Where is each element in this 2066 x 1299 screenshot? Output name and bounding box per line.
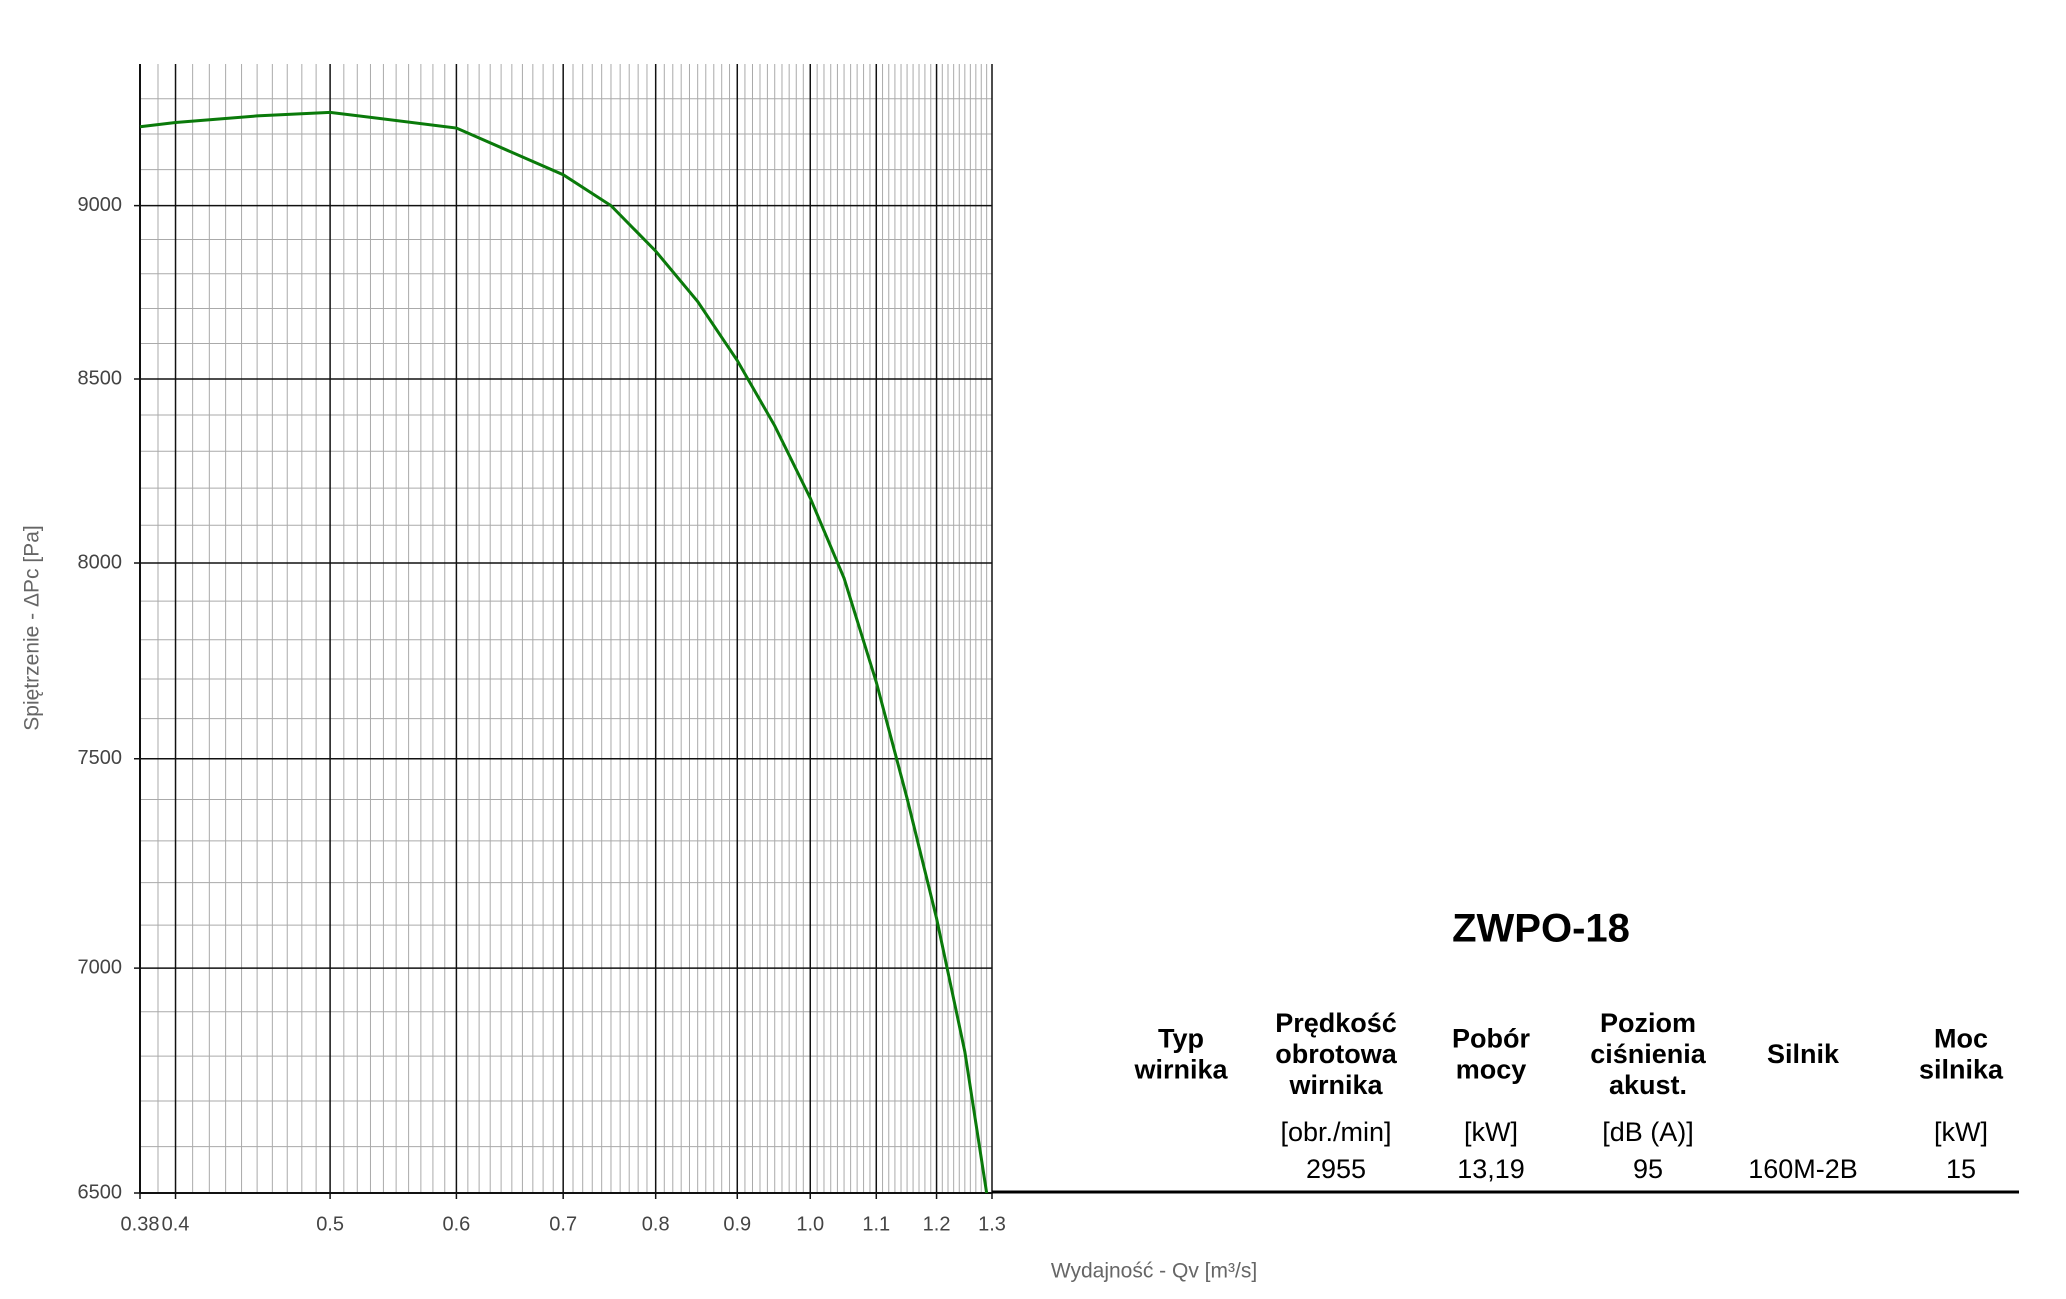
y-tick-label: 9000	[78, 194, 123, 216]
x-axis-label: Wydajność - Qv [m³/s]	[1051, 1260, 1257, 1283]
column-unit: [kW]	[1934, 1117, 1988, 1147]
x-tick-label: 0.38	[121, 1213, 160, 1235]
column-unit: [kW]	[1464, 1117, 1518, 1147]
column-header: Typ	[1158, 1024, 1204, 1054]
column-header: Moc	[1934, 1024, 1988, 1054]
column-header: wirnika	[1288, 1070, 1383, 1100]
x-tick-label: 0.6	[442, 1213, 470, 1235]
cell: 13,19	[1457, 1154, 1525, 1184]
y-tick-label: 6500	[78, 1181, 123, 1203]
column-header: wirnika	[1133, 1055, 1228, 1085]
x-tick-label: 1.1	[862, 1213, 890, 1235]
y-axis-label: Spiętrzenie - ΔPc [Pa]	[21, 525, 44, 730]
column-header: Pobór	[1452, 1024, 1530, 1054]
column-header: akust.	[1609, 1070, 1687, 1100]
column-header: silnika	[1919, 1055, 2004, 1085]
table-title: ZWPO-18	[1452, 907, 1630, 951]
x-tick-label: 0.7	[549, 1213, 577, 1235]
x-tick-label: 1.2	[923, 1213, 951, 1235]
y-tick-label: 8500	[78, 367, 123, 389]
column-unit: [dB (A)]	[1602, 1117, 1694, 1147]
y-tick-label: 8000	[78, 551, 123, 573]
x-tick-label: 0.8	[642, 1213, 670, 1235]
cell: 95	[1633, 1154, 1663, 1184]
y-tick-label: 7000	[78, 956, 123, 978]
column-header: Prędkość	[1275, 1008, 1397, 1038]
x-tick-label: 1.3	[978, 1213, 1006, 1235]
cell: 2955	[1306, 1154, 1366, 1184]
column-header: Silnik	[1767, 1039, 1840, 1069]
column-header: mocy	[1456, 1055, 1527, 1085]
y-tick-label: 7500	[78, 747, 123, 769]
x-tick-label: 0.9	[723, 1213, 751, 1235]
data-line	[139, 110, 989, 1194]
cell: 15	[1946, 1154, 1976, 1184]
cell: 160M-2B	[1748, 1154, 1858, 1184]
column-header: obrotowa	[1275, 1039, 1397, 1069]
column-header: ciśnienia	[1590, 1039, 1707, 1069]
x-tick-label: 0.5	[316, 1213, 344, 1235]
column-header: Poziom	[1600, 1008, 1696, 1038]
column-unit: [obr./min]	[1280, 1117, 1391, 1147]
x-tick-label: 1.0	[796, 1213, 824, 1235]
x-tick-label: 0.4	[162, 1213, 190, 1235]
